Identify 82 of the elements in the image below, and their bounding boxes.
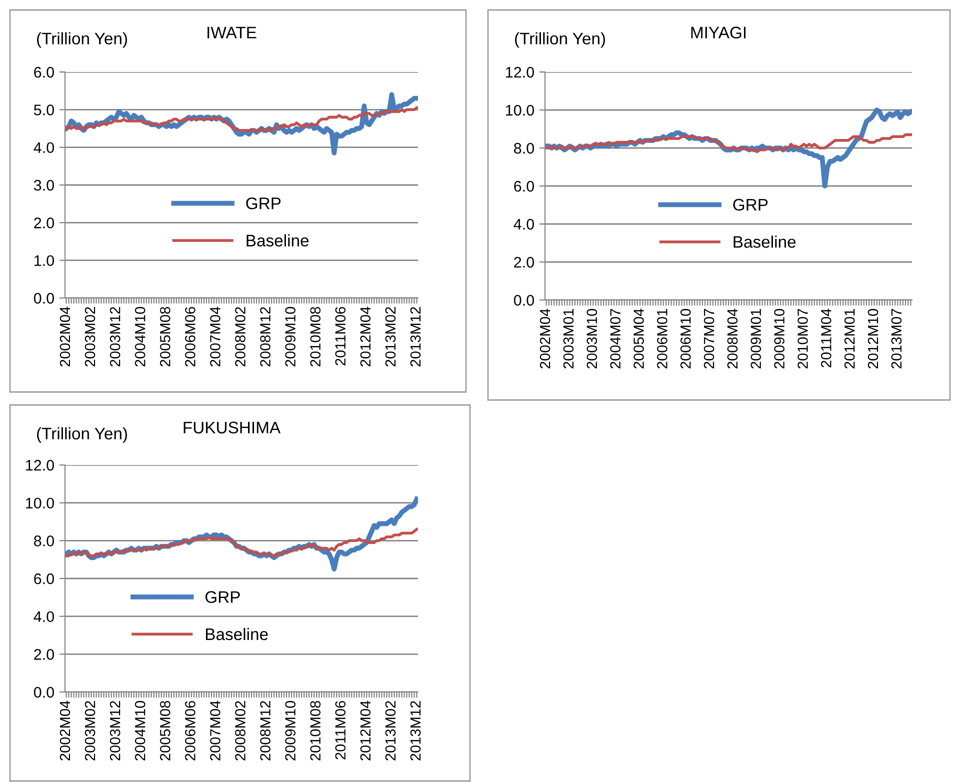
x-tick-label: 2006M06: [185, 306, 196, 366]
x-tick-label: 2008M12: [260, 701, 270, 760]
x-tick-label: 2011M06: [335, 700, 346, 760]
y-tick-label: 4.0: [34, 611, 54, 622]
legend-label: GRP: [205, 591, 240, 603]
x-tick-label: 2005M04: [634, 308, 644, 368]
x-tick-label: 2002M04: [60, 700, 70, 760]
legend-label: Baseline: [734, 236, 796, 248]
x-tick-label: 2003M12: [110, 307, 120, 366]
chart-title: FUKUSHIMA: [184, 422, 281, 434]
x-tick-label: 2006M06: [185, 700, 196, 760]
y-axis-title: (Trillion Yen): [37, 32, 127, 48]
x-tick-label: 2011M04: [820, 308, 832, 368]
chart-title: IWATE: [208, 26, 256, 38]
y-tick-label: 6.0: [34, 66, 54, 78]
x-tick-label: 2002M04: [540, 308, 550, 368]
y-tick-label: 6.0: [34, 573, 54, 584]
legend-label: GRP: [246, 197, 281, 210]
x-tick-label: 2003M12: [110, 701, 120, 760]
x-tick-label: 2013M12: [410, 307, 421, 366]
x-tick-label: 2003M02: [84, 701, 96, 760]
x-tick-label: 2013M02: [385, 701, 396, 760]
chart-title: MIYAGI: [691, 26, 746, 38]
x-tick-label: 2012M10: [868, 308, 878, 368]
line-series: [65, 106, 418, 132]
x-tick-label: 2012M04: [360, 306, 371, 366]
y-tick-label: 5.0: [34, 104, 54, 116]
x-tick-label: 2009M01: [750, 309, 762, 368]
x-tick-label: 2007M04: [210, 306, 220, 366]
y-tick-label: 2.0: [514, 256, 534, 268]
legend-label: GRP: [733, 198, 768, 211]
y-axis-title: (Trillion Yen): [37, 427, 127, 443]
y-tick-label: 12.0: [506, 66, 534, 78]
x-tick-label: 2003M10: [586, 308, 598, 368]
x-tick-label: 2005M08: [160, 700, 170, 760]
y-axis-title: (Trillion Yen): [515, 32, 605, 48]
line-series: [65, 528, 418, 558]
y-tick-label: 8.0: [34, 536, 54, 546]
y-tick-label: 8.0: [514, 142, 534, 154]
x-tick-label: 2008M02: [235, 307, 246, 366]
y-tick-label: 10.0: [506, 104, 534, 116]
y-tick-label: 4.0: [514, 218, 534, 230]
y-tick-label: 2.0: [34, 218, 54, 228]
y-tick-label: 0.0: [34, 292, 54, 304]
x-tick-label: 2009M10: [285, 306, 296, 366]
x-tick-label: 2008M04: [727, 308, 738, 368]
y-tick-label: 2.0: [34, 649, 54, 660]
x-tick-label: 2009M10: [285, 700, 296, 760]
x-tick-label: 2003M02: [84, 307, 96, 366]
y-tick-label: 1.0: [34, 255, 54, 266]
y-tick-label: 12.0: [26, 460, 54, 471]
x-tick-label: 2006M01: [657, 309, 668, 368]
line-series: [545, 133, 912, 154]
x-tick-label: 2010M08: [310, 700, 321, 760]
x-tick-label: 2010M07: [798, 309, 808, 368]
y-tick-label: 6.0: [514, 180, 534, 192]
x-tick-label: 2012M04: [360, 700, 371, 760]
x-tick-label: 2004M10: [134, 306, 146, 366]
x-tick-label: 2011M06: [335, 306, 346, 366]
legend-label: Baseline: [246, 234, 309, 246]
x-tick-label: 2007M04: [210, 700, 220, 760]
x-tick-label: 2004M07: [610, 309, 620, 368]
x-tick-label: 2003M01: [563, 309, 574, 368]
x-tick-label: 2002M04: [60, 306, 70, 366]
y-tick-label: 4.0: [34, 142, 54, 154]
x-tick-label: 2013M02: [385, 307, 396, 366]
x-tick-label: 2006M10: [680, 308, 691, 368]
x-tick-label: 2012M01: [844, 309, 855, 368]
y-tick-label: 10.0: [26, 498, 54, 509]
y-tick-label: 3.0: [34, 180, 54, 191]
x-tick-label: 2005M08: [160, 306, 170, 366]
x-tick-label: 2013M12: [410, 701, 421, 760]
x-tick-label: 2004M10: [134, 700, 146, 760]
x-tick-label: 2007M07: [704, 309, 714, 368]
y-tick-label: 0.0: [34, 686, 54, 698]
x-tick-label: 2008M12: [260, 307, 270, 366]
y-tick-label: 0.0: [514, 294, 534, 306]
x-tick-label: 2009M10: [774, 308, 784, 368]
x-tick-label: 2013M07: [891, 309, 902, 368]
x-tick-label: 2010M08: [310, 306, 321, 366]
legend-label: Baseline: [206, 628, 268, 640]
x-tick-label: 2008M02: [235, 701, 246, 760]
